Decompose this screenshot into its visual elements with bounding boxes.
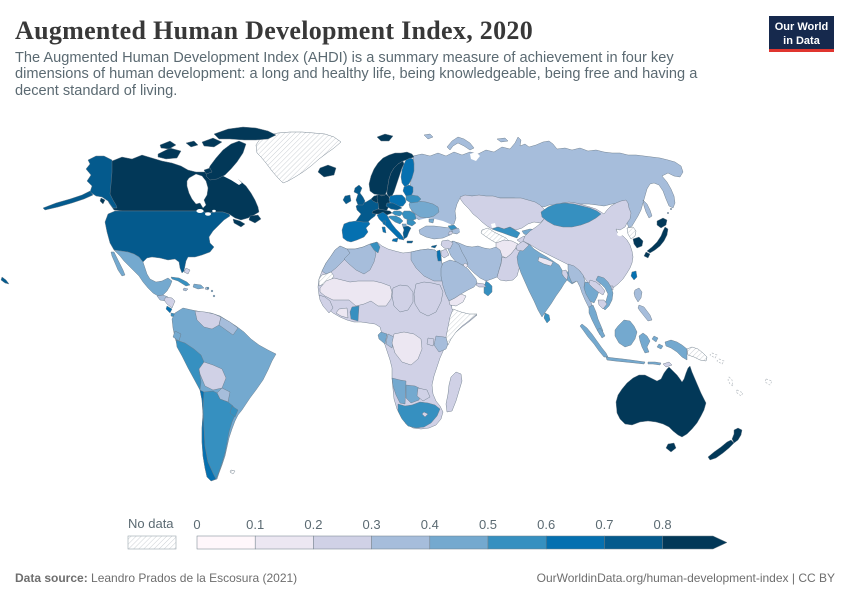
svg-text:0.6: 0.6 bbox=[537, 517, 555, 532]
svg-text:0.1: 0.1 bbox=[246, 517, 264, 532]
svg-text:0.5: 0.5 bbox=[479, 517, 497, 532]
svg-text:0.3: 0.3 bbox=[363, 517, 381, 532]
svg-text:0.2: 0.2 bbox=[304, 517, 322, 532]
svg-text:0.8: 0.8 bbox=[654, 517, 672, 532]
svg-text:0.7: 0.7 bbox=[595, 517, 613, 532]
svg-text:0.4: 0.4 bbox=[421, 517, 439, 532]
svg-text:0: 0 bbox=[193, 517, 200, 532]
